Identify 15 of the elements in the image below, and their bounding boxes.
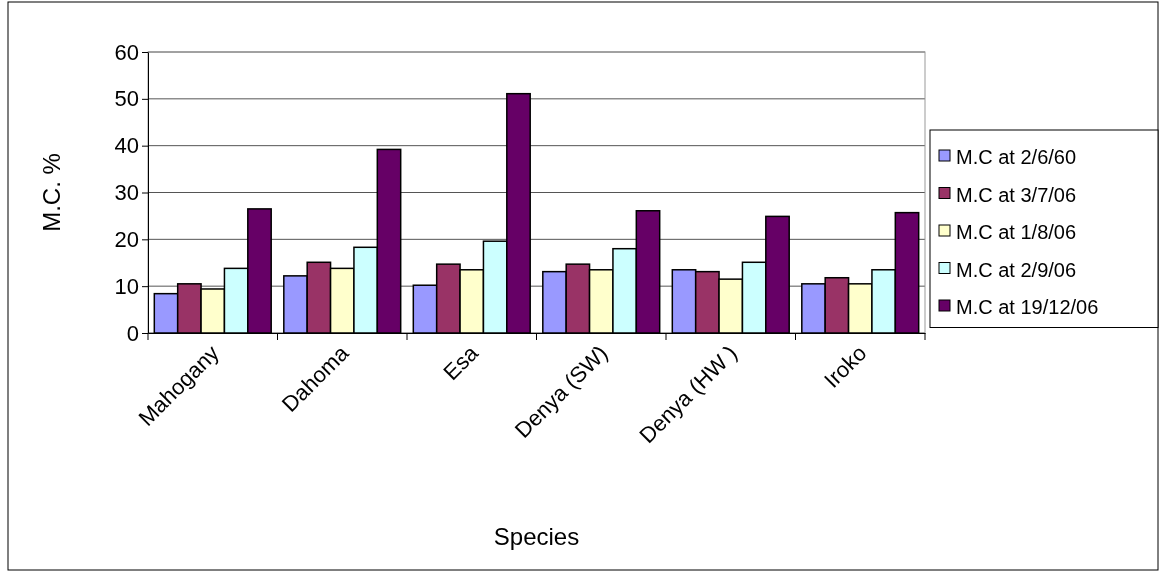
x-tick-label: Esa xyxy=(438,339,484,385)
y-tick-label: 60 xyxy=(114,39,139,65)
y-axis-title: M.C. % xyxy=(38,153,65,232)
legend-label: M.C at 1/8/06 xyxy=(956,221,1077,243)
legend-label: M.C at 19/12/06 xyxy=(956,296,1099,318)
legend-label: M.C at 2/9/06 xyxy=(956,258,1077,281)
y-tick-label: 0 xyxy=(126,320,139,346)
x-axis-title: Species xyxy=(493,523,580,550)
y-tick-label: 20 xyxy=(114,226,139,252)
y-tick-label: 30 xyxy=(114,180,139,206)
y-tick-label: 40 xyxy=(114,133,139,159)
y-tick-label: 50 xyxy=(114,86,139,112)
legend-label: M.C at 3/7/06 xyxy=(956,183,1077,206)
legend-label: M.C at 2/6/60 xyxy=(956,146,1077,168)
y-tick-label: 10 xyxy=(114,273,139,299)
